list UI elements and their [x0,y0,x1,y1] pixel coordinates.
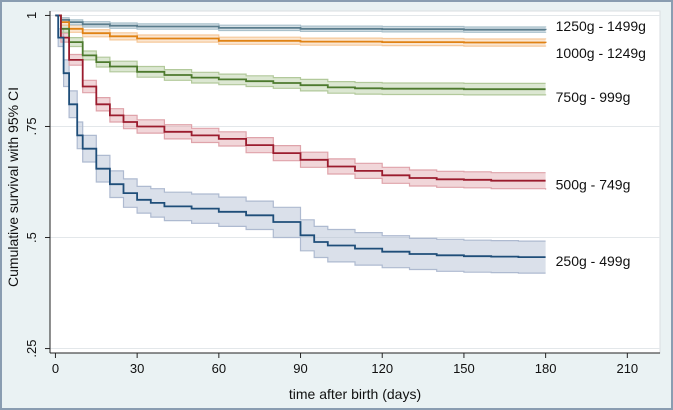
x-tick-label: 150 [453,361,475,376]
series-label: 500g - 749g [556,177,631,193]
survival-line-1000g-1249g [55,14,547,44]
series-labels: 1250g - 1499g 1000g - 1249g 750g - 999g 500… [556,18,646,269]
x-axis-label: time after birth (days) [289,386,421,402]
ci-upper-500g-749g [55,14,546,174]
ci-upper-1250g-1499g [55,14,547,28]
x-tick-label: 90 [293,361,307,376]
survival-line-500g-749g [55,14,546,182]
x-tick-label: 120 [371,361,393,376]
series-label: 750g - 999g [556,89,631,105]
series-label: 1000g - 1249g [556,45,646,61]
series-label: 1250g - 1499g [556,18,646,34]
x-tick-label: 0 [52,361,59,376]
y-tick-label: 1 [24,12,39,19]
x-tick-label: 210 [616,361,638,376]
plot-area [49,10,661,354]
survival-line-1250g-1499g [55,14,547,31]
series-label: 250g - 499g [556,253,631,269]
ci-lower-250g-499g [55,14,546,274]
x-tick-label: 180 [535,361,557,376]
survival-line-250g-499g [55,14,546,258]
x-tick-label: 60 [212,361,226,376]
y-axis-label: Cumulative survival with 95% CI [5,87,21,287]
x-tick-label: 30 [130,361,144,376]
survival-line-750g-999g [55,14,546,91]
axes: 1 .75 .5 .25 0 30 60 90 120 150 180 210 [24,11,660,376]
ci-upper-250g-499g [55,14,546,242]
survival-lines [55,14,547,258]
y-tick-label: .25 [24,340,39,358]
y-tick-label: .5 [24,232,39,243]
ci-band-250g-499g [55,15,546,274]
y-tick-label: .75 [24,117,39,135]
